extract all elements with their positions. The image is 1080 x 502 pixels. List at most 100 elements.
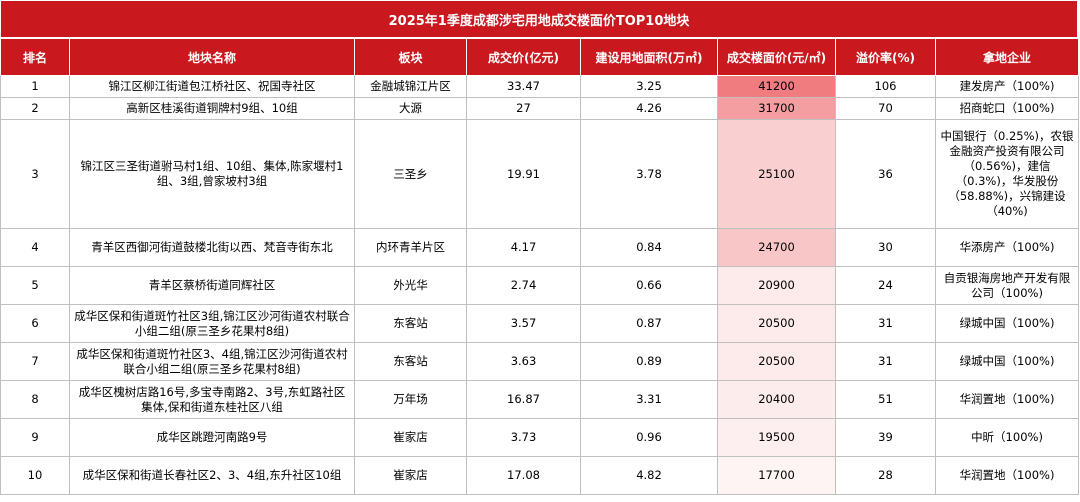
header-rank: 排名 xyxy=(0,38,70,76)
table-row: 7 成华区保和街道斑竹社区3、4组,锦江区沙河街道农村联合小组二组(原三圣乡花果村… xyxy=(0,342,1079,381)
name-cell: 成华区槐树店路16号,多宝寺南路2、3号,东虹路社区集体,保和街道东桂社区八组 xyxy=(69,380,355,419)
area-cell: 内环青羊片区 xyxy=(354,228,467,267)
name-cell: 青羊区西御河街道鼓楼北街以西、梵音寺街东北 xyxy=(69,228,355,267)
table-row: 9 成华区跳蹬河南路9号 崔家店 3.73 0.96 19500 39 中昕（100%) xyxy=(0,418,1079,457)
buyer-cell: 中国银行（0.25%)，农银金融资产投资有限公司（0.56%)，建信（0.3%)… xyxy=(935,119,1079,229)
buyer-cell: 绿城中国（100%) xyxy=(935,304,1079,343)
area-cell: 崔家店 xyxy=(354,418,467,457)
name-cell: 成华区保和街道斑竹社区3、4组,锦江区沙河街道农村联合小组二组(原三圣乡花果村8… xyxy=(69,342,355,381)
rank-cell: 1 xyxy=(0,75,70,98)
area-cell: 金融城锦江片区 xyxy=(354,75,467,98)
header-area: 板块 xyxy=(354,38,467,76)
land-cell: 0.87 xyxy=(580,304,718,343)
name-cell: 成华区保和街道斑竹社区3组,锦江区沙河街道农村联合小组二组(原三圣乡花果村8组) xyxy=(69,304,355,343)
buyer-cell: 绿城中国（100%) xyxy=(935,342,1079,381)
land-cell: 3.25 xyxy=(580,75,718,98)
rank-cell: 6 xyxy=(0,304,70,343)
rank-cell: 10 xyxy=(0,456,70,495)
rank-cell: 7 xyxy=(0,342,70,381)
area-cell: 外光华 xyxy=(354,266,467,305)
name-cell: 高新区桂溪街道铜牌村9组、10组 xyxy=(69,97,355,120)
premium-cell: 31 xyxy=(835,304,936,343)
table-row: 6 成华区保和街道斑竹社区3组,锦江区沙河街道农村联合小组二组(原三圣乡花果村8组… xyxy=(0,304,1079,343)
premium-cell: 36 xyxy=(835,119,936,229)
price-cell: 3.57 xyxy=(466,304,581,343)
header-buyer: 拿地企业 xyxy=(935,38,1079,76)
floor-price-cell: 19500 xyxy=(717,418,836,457)
floor-price-cell: 20400 xyxy=(717,380,836,419)
name-cell: 青羊区蔡桥街道同辉社区 xyxy=(69,266,355,305)
header-name: 地块名称 xyxy=(69,38,355,76)
price-cell: 27 xyxy=(466,97,581,120)
buyer-cell: 自贡银海房地产开发有限公司（100%) xyxy=(935,266,1079,305)
price-cell: 2.74 xyxy=(466,266,581,305)
area-cell: 万年场 xyxy=(354,380,467,419)
floor-price-cell: 20500 xyxy=(717,342,836,381)
buyer-cell: 华润置地（100%) xyxy=(935,380,1079,419)
header-row: 排名 地块名称 板块 成交价(亿元) 建设用地面积(万㎡) 成交楼面价(元/㎡)… xyxy=(0,38,1079,76)
name-cell: 成华区保和街道长春社区2、3、4组,东升社区10组 xyxy=(69,456,355,495)
price-cell: 19.91 xyxy=(466,119,581,229)
header-land: 建设用地面积(万㎡) xyxy=(580,38,718,76)
table-row: 4 青羊区西御河街道鼓楼北街以西、梵音寺街东北 内环青羊片区 4.17 0.84 2470… xyxy=(0,228,1079,267)
floor-price-cell: 31700 xyxy=(717,97,836,120)
table-row: 2 高新区桂溪街道铜牌村9组、10组 大源 27 4.26 31700 70 招商蛇口（100… xyxy=(0,97,1079,120)
land-cell: 0.89 xyxy=(580,342,718,381)
rank-cell: 8 xyxy=(0,380,70,419)
rank-cell: 3 xyxy=(0,119,70,229)
land-cell: 0.66 xyxy=(580,266,718,305)
floor-price-cell: 17700 xyxy=(717,456,836,495)
area-cell: 大源 xyxy=(354,97,467,120)
land-cell: 0.96 xyxy=(580,418,718,457)
floor-price-cell: 20900 xyxy=(717,266,836,305)
buyer-cell: 招商蛇口（100%) xyxy=(935,97,1079,120)
premium-cell: 24 xyxy=(835,266,936,305)
land-cell: 0.84 xyxy=(580,228,718,267)
table-row: 5 青羊区蔡桥街道同辉社区 外光华 2.74 0.66 20900 24 自贡银海房地产开发有… xyxy=(0,266,1079,305)
price-cell: 3.73 xyxy=(466,418,581,457)
land-cell: 3.31 xyxy=(580,380,718,419)
header-premium: 溢价率(%) xyxy=(835,38,936,76)
buyer-cell: 华润置地（100%) xyxy=(935,456,1079,495)
area-cell: 三圣乡 xyxy=(354,119,467,229)
header-price: 成交价(亿元) xyxy=(466,38,581,76)
buyer-cell: 华添房产（100%) xyxy=(935,228,1079,267)
premium-cell: 28 xyxy=(835,456,936,495)
table-row: 8 成华区槐树店路16号,多宝寺南路2、3号,东虹路社区集体,保和街道东桂社区八组… xyxy=(0,380,1079,419)
table-row: 10 成华区保和街道长春社区2、3、4组,东升社区10组 崔家店 17.08 4.82 1… xyxy=(0,456,1079,495)
name-cell: 锦江区三圣街道驸马村1组、10组、集体,陈家堰村1组、3组,曾家坡村3组 xyxy=(69,119,355,229)
premium-cell: 39 xyxy=(835,418,936,457)
rank-cell: 9 xyxy=(0,418,70,457)
price-cell: 3.63 xyxy=(466,342,581,381)
premium-cell: 70 xyxy=(835,97,936,120)
header-floor-price: 成交楼面价(元/㎡) xyxy=(717,38,836,76)
land-table: 排名 地块名称 板块 成交价(亿元) 建设用地面积(万㎡) 成交楼面价(元/㎡)… xyxy=(0,38,1079,495)
table-row: 1 锦江区柳江街道包江桥社区、祝国寺社区 金融城锦江片区 33.47 3.25 41200… xyxy=(0,75,1079,98)
name-cell: 锦江区柳江街道包江桥社区、祝国寺社区 xyxy=(69,75,355,98)
rank-cell: 4 xyxy=(0,228,70,267)
price-cell: 33.47 xyxy=(466,75,581,98)
price-cell: 4.17 xyxy=(466,228,581,267)
land-cell: 4.82 xyxy=(580,456,718,495)
area-cell: 崔家店 xyxy=(354,456,467,495)
premium-cell: 31 xyxy=(835,342,936,381)
area-cell: 东客站 xyxy=(354,342,467,381)
buyer-cell: 建发房产（100%) xyxy=(935,75,1079,98)
floor-price-cell: 41200 xyxy=(717,75,836,98)
buyer-cell: 中昕（100%) xyxy=(935,418,1079,457)
land-cell: 3.78 xyxy=(580,119,718,229)
name-cell: 成华区跳蹬河南路9号 xyxy=(69,418,355,457)
floor-price-cell: 20500 xyxy=(717,304,836,343)
price-cell: 16.87 xyxy=(466,380,581,419)
table-row: 3 锦江区三圣街道驸马村1组、10组、集体,陈家堰村1组、3组,曾家坡村3组 三圣乡… xyxy=(0,119,1079,229)
premium-cell: 30 xyxy=(835,228,936,267)
premium-cell: 51 xyxy=(835,380,936,419)
floor-price-cell: 24700 xyxy=(717,228,836,267)
rank-cell: 2 xyxy=(0,97,70,120)
area-cell: 东客站 xyxy=(354,304,467,343)
rank-cell: 5 xyxy=(0,266,70,305)
table-title: 2025年1季度成都涉宅用地成交楼面价TOP10地块 xyxy=(0,0,1078,38)
floor-price-cell: 25100 xyxy=(717,119,836,229)
premium-cell: 106 xyxy=(835,75,936,98)
